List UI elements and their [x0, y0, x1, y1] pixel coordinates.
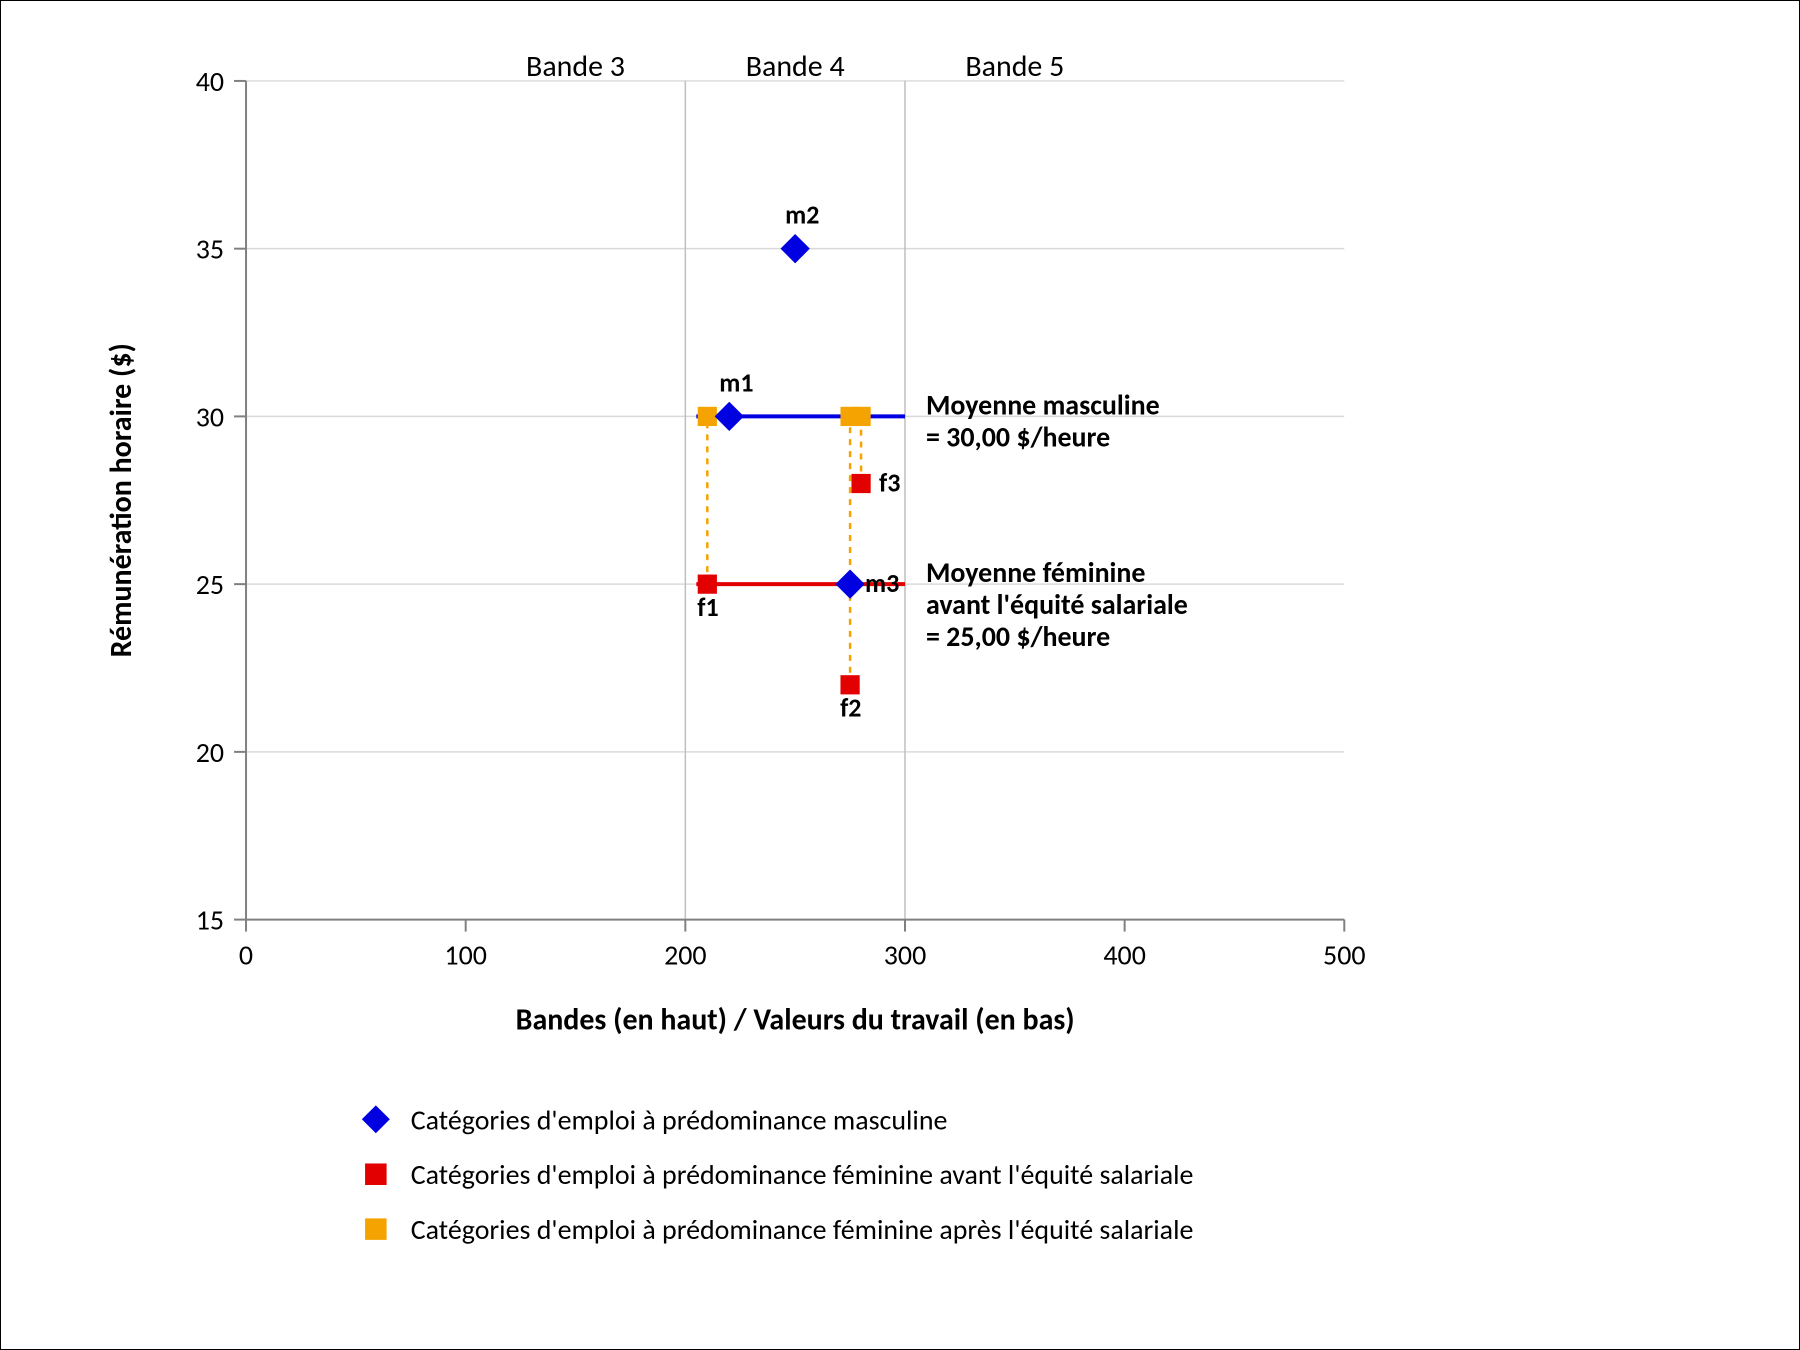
- svg-text:f1: f1: [697, 591, 718, 623]
- svg-text:25: 25: [196, 567, 224, 602]
- svg-text:30: 30: [196, 399, 224, 434]
- svg-text:35: 35: [196, 232, 224, 267]
- svg-text:200: 200: [664, 938, 706, 973]
- svg-text:Rémunération horaire ($): Rémunération horaire ($): [103, 343, 140, 657]
- svg-text:0: 0: [239, 938, 253, 973]
- svg-text:Bandes (en haut) / Valeurs du: Bandes (en haut) / Valeurs du travail (e…: [516, 1001, 1075, 1038]
- svg-text:= 30,00 $/heure: = 30,00 $/heure: [926, 419, 1110, 454]
- svg-text:40: 40: [196, 64, 224, 99]
- svg-text:20: 20: [196, 735, 224, 770]
- pay-equity-chart: 0 100 200 300 400 500 15 20 25 30 35 40 Rémunération…: [71, 41, 1729, 1309]
- svg-text:Bande 3: Bande 3: [526, 48, 625, 85]
- svg-text:avant l'équité salariale: avant l'équité salariale: [926, 587, 1188, 622]
- chart-container: 0 100 200 300 400 500 15 20 25 30 35 40 Rémunération…: [0, 0, 1800, 1350]
- svg-text:300: 300: [884, 938, 926, 973]
- svg-text:= 25,00 $/heure: = 25,00 $/heure: [926, 619, 1110, 654]
- svg-text:Moyenne féminine: Moyenne féminine: [926, 555, 1146, 590]
- svg-text:15: 15: [196, 903, 224, 938]
- svg-text:m3: m3: [865, 567, 899, 599]
- svg-text:500: 500: [1323, 938, 1365, 973]
- svg-text:Bande 4: Bande 4: [746, 48, 845, 85]
- svg-text:Catégories d'emploi à prédomin: Catégories d'emploi à prédominance fémin…: [411, 1157, 1194, 1192]
- svg-text:f3: f3: [879, 466, 900, 498]
- svg-text:Moyenne masculine: Moyenne masculine: [926, 387, 1160, 422]
- svg-text:Catégories d'emploi à prédomin: Catégories d'emploi à prédominance mascu…: [411, 1102, 948, 1137]
- svg-text:Bande 5: Bande 5: [965, 48, 1064, 85]
- svg-text:100: 100: [444, 938, 486, 973]
- svg-text:f2: f2: [840, 692, 861, 724]
- svg-text:m1: m1: [719, 366, 753, 398]
- svg-text:Catégories d'emploi à prédomin: Catégories d'emploi à prédominance fémin…: [411, 1212, 1194, 1247]
- svg-text:m2: m2: [785, 199, 819, 231]
- svg-text:400: 400: [1103, 938, 1145, 973]
